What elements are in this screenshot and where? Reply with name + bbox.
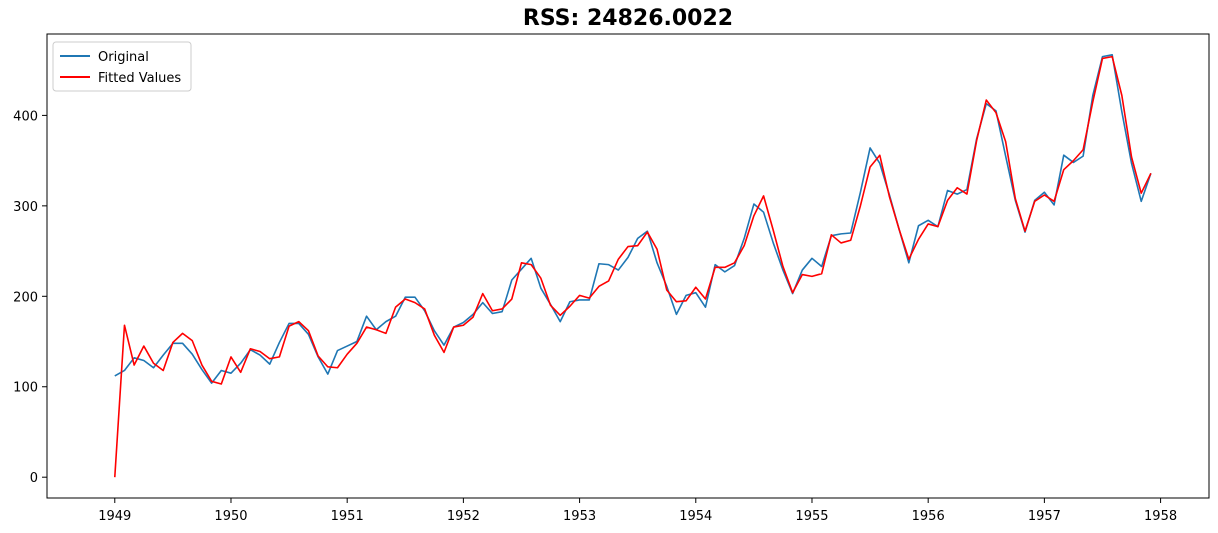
x-tick-label: 1956: [912, 509, 945, 524]
y-axis: 0 100 200 300 400: [13, 109, 47, 486]
legend-box: [52, 41, 192, 92]
x-tick-label: 1951: [331, 509, 364, 524]
series-line-original: [114, 53, 1152, 384]
series-line-fitted-values: [113, 55, 1152, 478]
y-tick-label: 400: [13, 109, 38, 124]
x-axis: 1949 1950 1951 1952 1953 1954 1955 1956 1957 1958: [98, 498, 1177, 524]
x-tick-label: 1958: [1144, 509, 1177, 524]
y-tick-label: 200: [13, 290, 38, 305]
x-tick-label: 1954: [679, 509, 712, 524]
y-tick-label: 100: [13, 381, 38, 396]
series-layer: [113, 53, 1152, 478]
legend-label-original: Original: [98, 50, 149, 65]
legend-label-fitted: Fitted Values: [98, 71, 181, 86]
legend[interactable]: Original Fitted Values: [52, 41, 192, 92]
y-tick-label: 300: [13, 200, 38, 215]
chart-title: RSS: 24826.0022: [522, 6, 734, 31]
x-tick-label: 1957: [1028, 509, 1061, 524]
x-tick-label: 1955: [795, 509, 828, 524]
x-tick-label: 1952: [447, 509, 480, 524]
y-tick-label: 0: [30, 471, 38, 486]
plot-frame: [46, 33, 1210, 499]
x-tick-label: 1950: [214, 509, 247, 524]
x-tick-label: 1953: [563, 509, 596, 524]
x-tick-label: 1949: [98, 509, 131, 524]
